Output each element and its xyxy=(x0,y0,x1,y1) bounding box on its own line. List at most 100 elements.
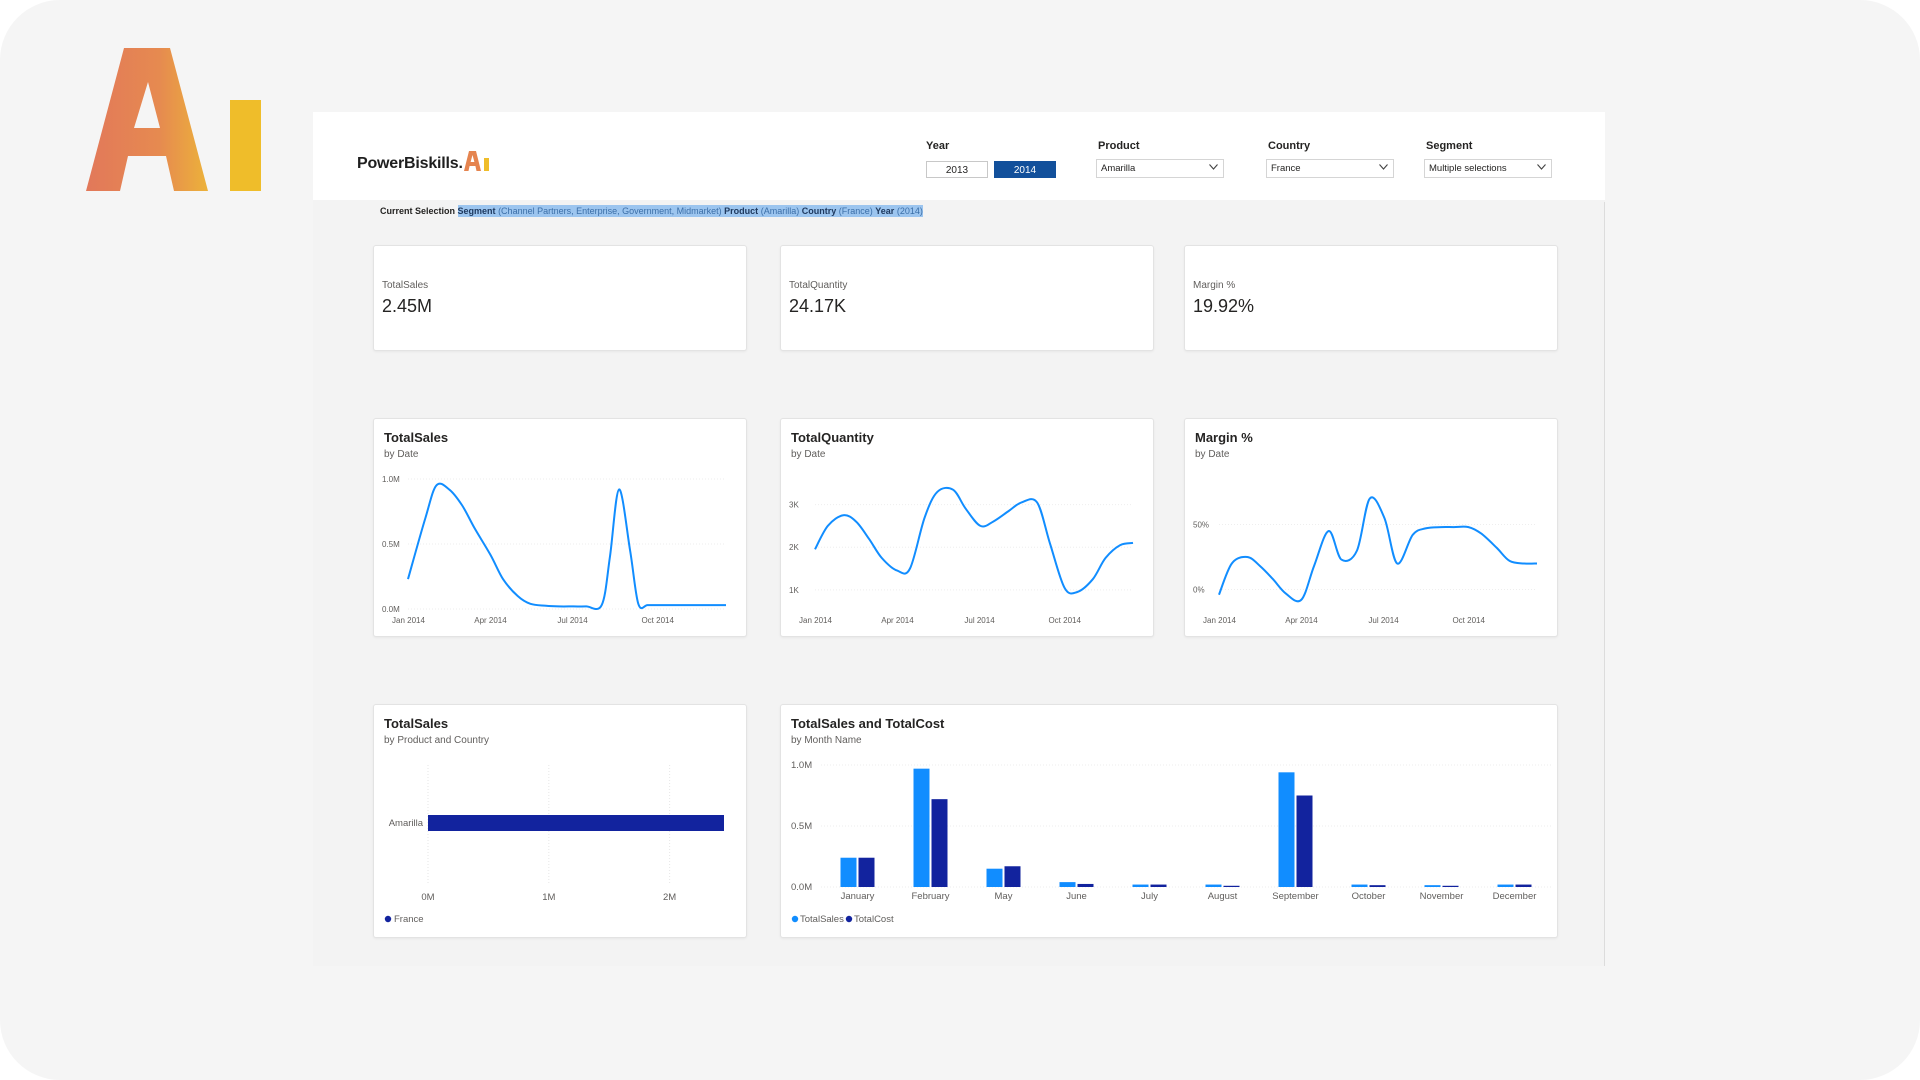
chart-title: TotalQuantity xyxy=(791,430,874,445)
y-tick-label: 2K xyxy=(789,543,799,552)
bar xyxy=(428,815,724,831)
bar xyxy=(1132,884,1149,887)
bar xyxy=(1059,882,1076,887)
bar xyxy=(1351,884,1368,887)
current-selection-bar: Current Selection Segment (Channel Partn… xyxy=(380,205,923,217)
y-tick-label: 0.0M xyxy=(791,882,812,893)
x-tick-label: Oct 2014 xyxy=(1452,616,1485,625)
bar xyxy=(1296,795,1313,887)
legend-label: TotalCost xyxy=(854,914,894,925)
bar xyxy=(1077,883,1094,887)
y-tick-label: 1.0M xyxy=(791,760,812,771)
x-tick-label: Oct 2014 xyxy=(641,616,674,625)
year-option-2014[interactable]: 2014 xyxy=(994,161,1056,178)
kpi-label: Margin % xyxy=(1193,280,1236,291)
chart-card-margin-by-date[interactable]: Margin % by Date 0% 50% Jan 2014 Apr 2014 Ju… xyxy=(1184,418,1558,637)
kpi-card-total-quantity[interactable]: TotalQuantity 24.17K xyxy=(780,245,1154,351)
y-category-label: Amarilla xyxy=(389,818,424,829)
kpi-card-margin[interactable]: Margin % 19.92% xyxy=(1184,245,1558,351)
product-dropdown[interactable]: Amarilla xyxy=(1096,159,1224,178)
x-tick-label: October xyxy=(1352,891,1386,902)
chart-title: Margin % xyxy=(1195,430,1253,445)
country-dropdown-value: France xyxy=(1271,163,1301,174)
chart-card-sales-cost-by-month[interactable]: TotalSales and TotalCost by Month Name 0… xyxy=(780,704,1558,938)
x-tick-label: January xyxy=(841,891,875,902)
x-tick-label: 1M xyxy=(542,892,555,903)
sales-cost-by-month-chart: 0.0M 0.5M 1.0M January February May June July Au… xyxy=(791,760,1551,925)
bar xyxy=(1223,885,1240,887)
selection-segment-value: (Channel Partners, Enterprise, Governmen… xyxy=(498,206,722,216)
selection-product-value: (Amarilla) xyxy=(760,206,800,216)
legend-label: TotalSales xyxy=(800,914,844,925)
y-tick-label: 0.0M xyxy=(382,605,400,614)
bar xyxy=(1205,884,1222,887)
chart-subtitle: by Date xyxy=(384,449,419,460)
quantity-by-date-chart: 1K 2K 3K Jan 2014 Apr 2014 Jul 2014 Oct 2014 xyxy=(789,486,1134,625)
chart-subtitle: by Month Name xyxy=(791,735,862,746)
x-tick-label: Jul 2014 xyxy=(964,616,995,625)
selection-country-value: (France) xyxy=(838,206,873,216)
y-tick-label: 0.5M xyxy=(791,821,812,832)
selection-country-key: Country xyxy=(801,206,837,216)
x-tick-label: Jan 2014 xyxy=(1203,616,1236,625)
segment-slicer-label: Segment xyxy=(1426,140,1473,152)
segment-dropdown-value: Multiple selections xyxy=(1429,163,1507,174)
y-tick-label: 1.0M xyxy=(382,475,400,484)
bar xyxy=(1515,884,1532,887)
chevron-down-icon xyxy=(1537,164,1546,170)
bar xyxy=(1278,772,1295,887)
chart-card-quantity-by-date[interactable]: TotalQuantity by Date 1K 2K 3K Jan 2014 Apr … xyxy=(780,418,1154,637)
bar xyxy=(1442,885,1459,887)
y-tick-label: 50% xyxy=(1193,521,1209,530)
y-tick-label: 1K xyxy=(789,586,799,595)
x-tick-label: 2M xyxy=(663,892,676,903)
product-slicer-label: Product xyxy=(1098,140,1140,152)
x-tick-label: September xyxy=(1272,891,1318,902)
app-logo-icon xyxy=(464,151,489,171)
chart-card-sales-by-date[interactable]: TotalSales by Date 0.0M 0.5M 1.0M Jan 2014 A… xyxy=(373,418,747,637)
current-selection-label: Current Selection xyxy=(380,206,456,216)
sales-by-date-chart: 0.0M 0.5M 1.0M Jan 2014 Apr 2014 Jul 2014 Oct … xyxy=(382,475,727,625)
x-tick-label: August xyxy=(1208,891,1238,902)
report-canvas: PowerBiskills. Year 2013 2014 Product Am… xyxy=(313,112,1605,966)
chart-title: TotalSales xyxy=(384,430,449,445)
bar xyxy=(1497,884,1514,887)
product-dropdown-value: Amarilla xyxy=(1101,163,1136,174)
segment-dropdown[interactable]: Multiple selections xyxy=(1424,159,1552,178)
x-tick-label: February xyxy=(911,891,949,902)
kpi-card-total-sales[interactable]: TotalSales 2.45M xyxy=(373,245,747,351)
x-tick-label: Jul 2014 xyxy=(1368,616,1399,625)
bar xyxy=(1004,866,1021,887)
legend-marker xyxy=(845,915,853,923)
sales-by-product-chart: 0M 1M 2M Amarilla France xyxy=(384,765,724,925)
x-tick-label: Jul 2014 xyxy=(557,616,588,625)
margin-by-date-chart: 0% 50% Jan 2014 Apr 2014 Jul 2014 Oct 2014 xyxy=(1193,496,1538,625)
report-header: PowerBiskills. Year 2013 2014 Product Am… xyxy=(313,112,1605,200)
kpi-value: 2.45M xyxy=(382,296,433,316)
app-title: PowerBiskills. xyxy=(357,155,463,172)
bar xyxy=(1369,885,1386,887)
report-edge xyxy=(1604,202,1605,966)
country-dropdown[interactable]: France xyxy=(1266,159,1394,178)
x-tick-label: Apr 2014 xyxy=(1285,616,1318,625)
year-option-2013[interactable]: 2013 xyxy=(926,161,988,178)
x-tick-label: July xyxy=(1141,891,1158,902)
kpi-value: 24.17K xyxy=(789,296,847,316)
selection-year-key: Year xyxy=(875,206,895,216)
selection-product-key: Product xyxy=(724,206,759,216)
bar xyxy=(840,857,857,887)
x-tick-label: Jan 2014 xyxy=(392,616,425,625)
y-tick-label: 0% xyxy=(1193,586,1205,595)
kpi-value: 19.92% xyxy=(1193,296,1255,316)
x-tick-label: December xyxy=(1493,891,1537,902)
chart-subtitle: by Product and Country xyxy=(384,735,490,746)
year-slicer-label: Year xyxy=(926,140,950,152)
kpi-label: TotalSales xyxy=(382,280,429,291)
chart-title: TotalSales and TotalCost xyxy=(791,716,945,731)
series-line xyxy=(1218,496,1538,603)
y-tick-label: 0.5M xyxy=(382,540,400,549)
bar xyxy=(1150,884,1167,887)
series-line xyxy=(814,486,1134,595)
chart-card-sales-by-product[interactable]: TotalSales by Product and Country 0M 1M 2M… xyxy=(373,704,747,938)
